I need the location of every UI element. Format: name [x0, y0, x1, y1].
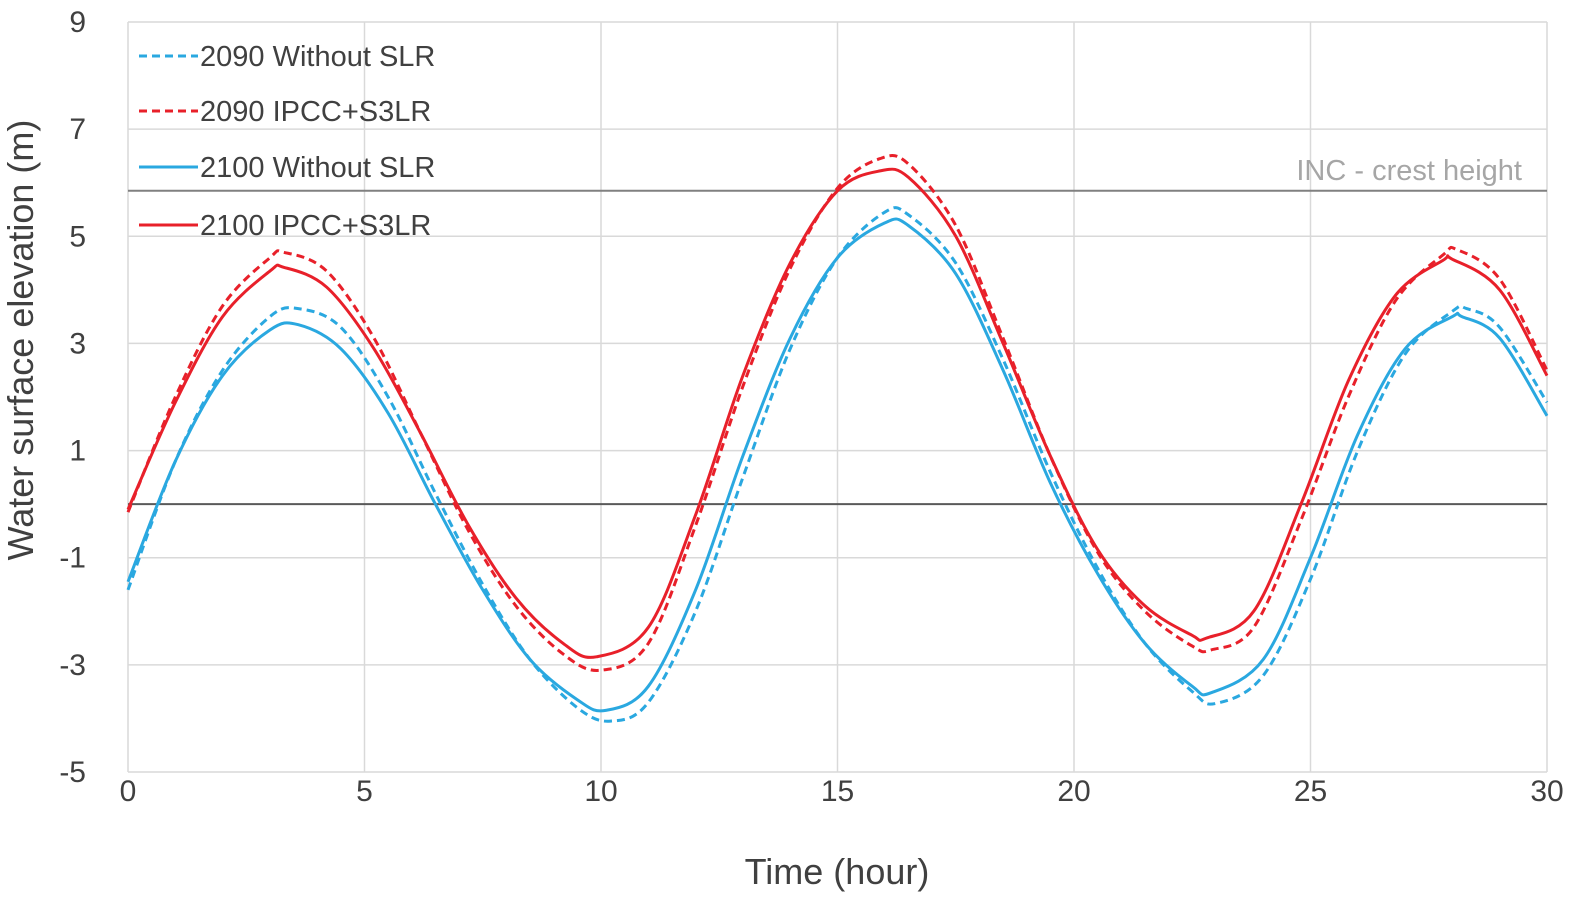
- x-axis-title: Time (hour): [745, 851, 930, 892]
- legend: 2090 Without SLR 2090 IPCC+S3LR 2100 Witho…: [139, 41, 435, 242]
- series-line-2100-without-slr: [126, 217, 1549, 713]
- x-tick-label-10: 10: [584, 775, 617, 808]
- x-tick-labels: 0 5 10 15 20 25 30: [120, 775, 1564, 808]
- series-line-2090-ipcc-s3lr: [126, 154, 1549, 672]
- y-tick-label-1: 1: [69, 435, 86, 468]
- y-tick-label-5: 5: [69, 220, 86, 253]
- x-tick-label-0: 0: [120, 775, 137, 808]
- legend-label-2090-ipcc-s3lr: 2090 IPCC+S3LR: [200, 96, 431, 128]
- y-axis-title: Water surface elevation (m): [0, 120, 41, 561]
- x-tick-label-15: 15: [821, 775, 854, 808]
- y-tick-label-3: 3: [69, 327, 86, 360]
- x-tick-label-20: 20: [1057, 775, 1090, 808]
- x-tick-label-25: 25: [1294, 775, 1327, 808]
- x-tick-label-30: 30: [1530, 775, 1563, 808]
- series-lines: [126, 154, 1549, 723]
- y-tick-label-7: 7: [69, 113, 86, 146]
- y-tick-label--1: -1: [59, 542, 86, 575]
- vertical-gridlines: [127, 22, 1548, 772]
- y-tick-label-9: 9: [69, 6, 86, 39]
- y-tick-label--3: -3: [59, 649, 86, 682]
- y-tick-label--5: -5: [59, 756, 86, 789]
- x-tick-label-5: 5: [356, 775, 373, 808]
- y-tick-labels: -5 -3 -1 1 3 5 7 9: [59, 6, 86, 789]
- legend-label-2100-ipcc-s3lr: 2100 IPCC+S3LR: [200, 210, 431, 242]
- legend-label-2100-without-slr: 2100 Without SLR: [200, 152, 435, 184]
- crest-height-label: INC - crest height: [1296, 155, 1522, 187]
- legend-label-2090-without-slr: 2090 Without SLR: [200, 41, 435, 73]
- series-line-2100-ipcc-s3lr: [126, 167, 1549, 659]
